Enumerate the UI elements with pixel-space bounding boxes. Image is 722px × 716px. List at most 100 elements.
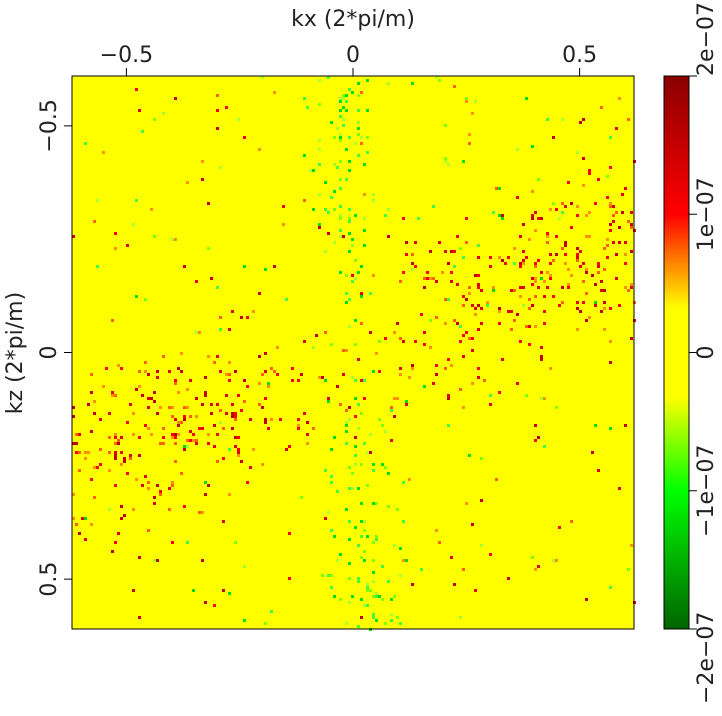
heatmap-cell — [174, 433, 177, 436]
heatmap-cell — [567, 286, 570, 289]
heatmap-cell — [543, 280, 546, 283]
heatmap-cell — [468, 286, 471, 289]
heatmap-cell — [453, 250, 456, 253]
heatmap-cell — [561, 211, 564, 214]
heatmap-cell — [366, 484, 369, 487]
heatmap-cell — [510, 328, 513, 331]
heatmap-cell — [609, 223, 612, 226]
heatmap-cell — [609, 427, 612, 430]
heatmap-cell — [357, 82, 360, 85]
heatmap-cell — [477, 376, 480, 379]
heatmap-cell — [528, 238, 531, 241]
heatmap-cell — [261, 463, 264, 466]
heatmap-cell — [357, 127, 360, 130]
heatmap-cell — [432, 277, 435, 280]
heatmap-cell — [492, 289, 495, 292]
heatmap-cell — [240, 409, 243, 412]
heatmap-cell — [429, 250, 432, 253]
heatmap-cell — [447, 298, 450, 301]
heatmap-cell — [189, 439, 192, 442]
heatmap-cell — [630, 286, 633, 289]
heatmap-cell — [360, 265, 363, 268]
heatmap-cell — [516, 382, 519, 385]
heatmap-cell — [213, 604, 216, 607]
heatmap-cell — [531, 277, 534, 280]
heatmap-cell — [183, 448, 186, 451]
heatmap-cell — [360, 295, 363, 298]
heatmap-cell — [339, 598, 342, 601]
heatmap-cell — [549, 253, 552, 256]
heatmap-cell — [228, 592, 231, 595]
heatmap-cell — [627, 568, 630, 571]
heatmap-cell — [396, 508, 399, 511]
heatmap-cell — [234, 436, 237, 439]
heatmap-cell — [393, 397, 396, 400]
heatmap-cell — [114, 433, 117, 436]
heatmap-cell — [462, 160, 465, 163]
heatmap-cell — [567, 268, 570, 271]
heatmap-cell — [162, 355, 165, 358]
heatmap-cell — [273, 370, 276, 373]
x-tick-label: 0 — [346, 43, 360, 68]
heatmap-cell — [354, 463, 357, 466]
heatmap-cell — [162, 112, 165, 115]
heatmap-cell — [465, 97, 468, 100]
heatmap-cell — [531, 556, 534, 559]
heatmap-cell — [174, 418, 177, 421]
heatmap-cell — [78, 532, 81, 535]
heatmap-cell — [78, 451, 81, 454]
heatmap-cell — [480, 307, 483, 310]
heatmap-cell — [453, 85, 456, 88]
heatmap-cell — [438, 79, 441, 82]
heatmap-cell — [597, 265, 600, 268]
heatmap-cell — [147, 487, 150, 490]
heatmap-cell — [75, 442, 78, 445]
heatmap-cell — [201, 559, 204, 562]
heatmap-cell — [495, 187, 498, 190]
heatmap-cell — [174, 97, 177, 100]
heatmap-cell — [276, 373, 279, 376]
heatmap-cell — [384, 622, 387, 625]
heatmap-cell — [96, 466, 99, 469]
heatmap-cell — [513, 247, 516, 250]
heatmap-cell — [333, 241, 336, 244]
heatmap-cell — [399, 280, 402, 283]
heatmap-cell — [387, 505, 390, 508]
heatmap-cell — [195, 415, 198, 418]
heatmap-cell — [114, 451, 117, 454]
heatmap-cell — [450, 556, 453, 559]
heatmap-cell — [108, 469, 111, 472]
heatmap-cell — [345, 301, 348, 304]
heatmap-cell — [102, 385, 105, 388]
heatmap-cell — [306, 433, 309, 436]
heatmap-cell — [147, 481, 150, 484]
heatmap-cell — [138, 385, 141, 388]
heatmap-cell — [630, 544, 633, 547]
heatmap-cell — [585, 271, 588, 274]
heatmap-cell — [153, 235, 156, 238]
heatmap-cell — [252, 310, 255, 313]
heatmap-cell — [186, 445, 189, 448]
heatmap-cell — [456, 235, 459, 238]
heatmap-cell — [327, 76, 330, 79]
heatmap-cell — [447, 394, 450, 397]
heatmap-cell — [477, 244, 480, 247]
heatmap-cell — [333, 136, 336, 139]
heatmap-cell — [342, 235, 345, 238]
heatmap-cell — [330, 481, 333, 484]
heatmap-cell — [174, 238, 177, 241]
heatmap-cell — [318, 223, 321, 226]
heatmap-cell — [363, 529, 366, 532]
heatmap-cell — [396, 397, 399, 400]
heatmap-cell — [507, 577, 510, 580]
heatmap-cell — [147, 529, 150, 532]
heatmap-cell — [357, 625, 360, 628]
heatmap-cell — [210, 412, 213, 415]
heatmap-cell — [372, 199, 375, 202]
heatmap-cell — [120, 505, 123, 508]
heatmap-cell — [84, 538, 87, 541]
heatmap-cell — [264, 370, 267, 373]
heatmap-cell — [120, 451, 123, 454]
heatmap-cell — [540, 355, 543, 358]
heatmap-cell — [381, 565, 384, 568]
